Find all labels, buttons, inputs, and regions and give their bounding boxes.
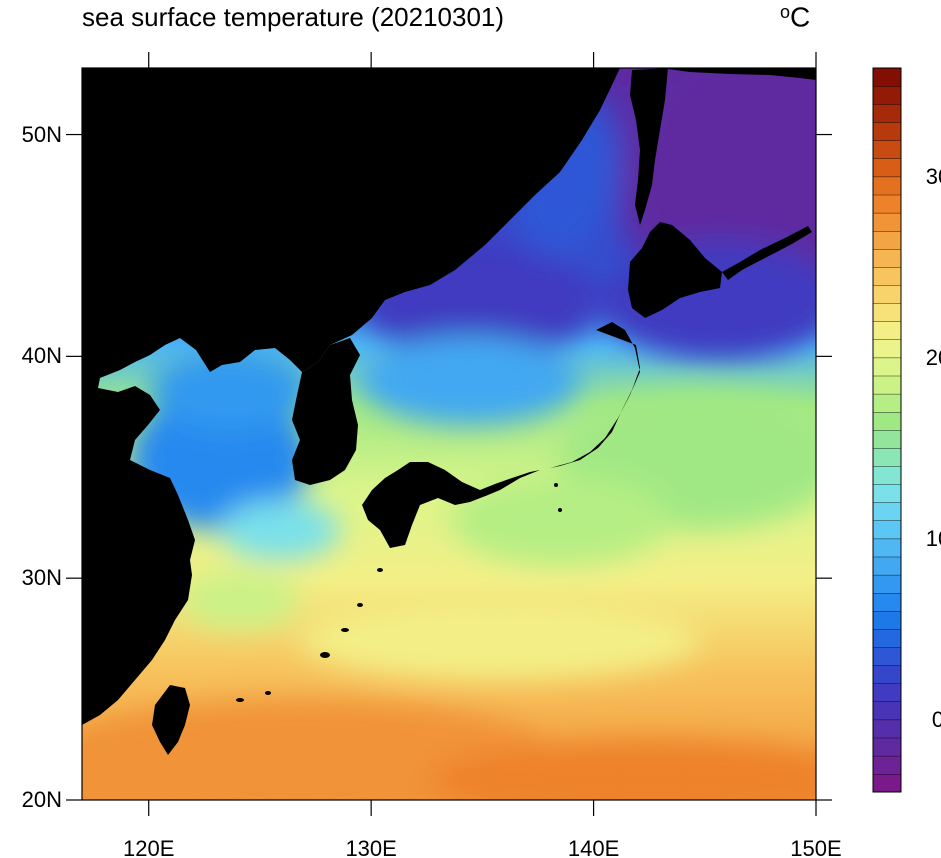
colorbar-segment [872,103,902,123]
colorbar-segment [872,466,902,485]
land-island [377,568,383,572]
colorbar-frame [872,67,902,793]
colorbar-label: 10 [925,525,941,551]
colorbar-segment [872,773,902,793]
land-island [357,603,363,607]
land-japan-main [362,322,640,548]
colorbar-segment [872,719,902,739]
sst-field [82,68,816,800]
colorbar-segment [872,176,902,196]
unit-letter: C [790,1,811,33]
colorbar-segment [872,122,902,141]
colorbar-segment [872,266,902,286]
colorbar-segment [872,140,902,159]
colorbar-segment [872,484,902,503]
lon-tick-label: 120E [123,836,175,858]
colorbar-segment [872,683,902,703]
land-asia-mainland [82,68,620,725]
colorbar-segment [872,447,902,467]
colorbar-segment [872,411,902,431]
colorbar-segment [872,574,902,594]
colorbar-label: 30 [925,163,941,189]
colorbar-segment [872,321,902,340]
colorbar-segment [872,230,902,250]
colorbar-segment [872,393,902,413]
colorbar-segment [872,375,902,395]
colorbar-segment [872,592,902,612]
land-island [265,691,271,695]
lat-tick-label: 20N [21,787,62,812]
colorbar-segment [872,85,902,105]
land-kuril-islands [722,226,812,280]
colorbar-segment [872,194,902,214]
colorbar-segment [872,701,902,721]
land-sakhalin [630,68,668,225]
colorbar-segment [872,429,902,449]
colorbar-segment [872,303,902,322]
land-island [320,652,330,658]
colorbar-segment [872,520,902,540]
colorbar-segment [872,647,902,666]
land-hokkaido [628,222,722,318]
land-taiwan [152,685,190,755]
lon-tick-label: 140E [567,836,620,858]
land-island [554,483,558,487]
plot-frame [81,67,817,801]
colorbar-segment [872,285,902,304]
colorbar-segment [872,339,902,359]
colorbar-label: 0 [931,706,941,732]
colorbar-segment [872,67,902,87]
land-island [236,698,244,702]
land [82,68,816,755]
colorbar-label: 20 [925,344,941,370]
lat-tick-label: 30N [21,565,62,591]
colorbar-segment [872,212,902,232]
colorbar-segment [872,610,902,630]
colorbar-segment [872,158,902,178]
lon-tick-label: 150E [790,836,842,858]
land-island [558,508,562,512]
colorbar-segment [872,248,902,268]
colorbar-segment [872,755,902,775]
colorbar [872,67,902,793]
map-title: sea surface temperature (20210301) [82,2,505,32]
colorbar-segment [872,665,902,684]
colorbar-segment [872,357,902,377]
colorbar-segment [872,556,902,576]
axis-ticks [66,52,832,816]
colorbar-segment [872,628,902,648]
land-island [341,628,349,632]
colorbar-segment [872,502,902,521]
colorbar-segment [872,538,902,558]
lat-tick-label: 40N [21,343,62,369]
land-korea [292,338,360,485]
lat-tick-label: 50N [21,121,62,147]
degree-symbol: o [780,2,791,22]
land-kamchatka-edge [660,68,816,80]
unit-label: oC [780,0,810,33]
colorbar-segment [872,737,902,757]
lon-tick-label: 130E [345,836,397,858]
